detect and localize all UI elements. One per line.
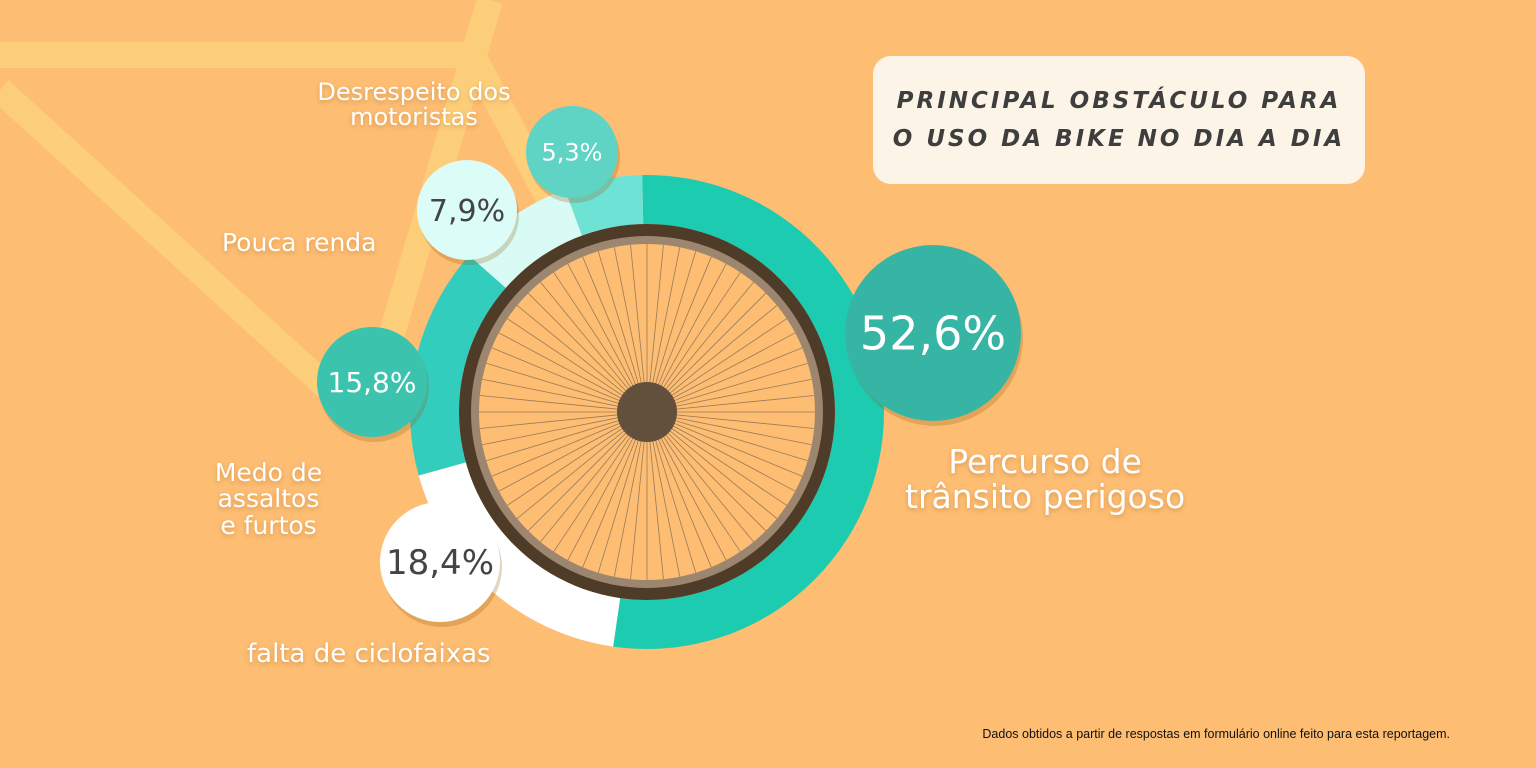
title-box: PRINCIPAL OBSTÁCULO PARA O USO DA BIKE N… [873,56,1365,184]
value-bubble-3: 7,9% [417,160,519,265]
label-line: motoristas [350,103,478,132]
label-motoristas: Desrespeito dos motoristas [290,78,538,132]
data-label: 7,9% [429,194,505,229]
bubble [317,327,427,437]
label-line: Desrespeito dos [317,78,511,106]
data-label: 5,3% [542,139,603,167]
label-renda: Pouca renda [222,228,377,257]
hub [617,382,677,442]
title-line-1: PRINCIPAL OBSTÁCULO PARA [896,88,1342,114]
footer-note: Dados obtidos a partir de respostas em f… [982,727,1450,741]
label-line: Percurso de [948,442,1142,481]
label-line: falta de ciclofaixas [247,639,491,669]
label-assaltos: Medo de assaltos e furtos [196,458,341,540]
data-label: 15,8% [328,366,417,399]
label-line: Pouca renda [222,228,377,257]
value-bubble-4: 5,3% [526,106,620,203]
bubble [380,502,500,622]
bubble [526,106,618,198]
value-bubble-1: 18,4% [380,502,502,627]
label-ciclofaixas: falta de ciclofaixas [247,639,491,669]
slice-2 [409,255,506,476]
value-bubble-0: 52,6% [845,245,1023,426]
label-line: e furtos [220,510,317,540]
value-bubbles: 52,6% 18,4% 15,8% 7,9% 5,3% [317,106,1023,627]
value-bubble-2: 15,8% [317,327,429,442]
label-line: Medo de [214,458,323,487]
label-percurso: Percurso de trânsito perigoso [905,442,1186,516]
slice-1 [418,462,621,647]
slice-3 [469,189,583,288]
bubble [417,160,517,260]
bubble [845,245,1021,421]
data-label: 18,4% [386,543,494,583]
title-line-2: O USO DA BIKE NO DIA A DIA [892,126,1346,152]
slice-0 [613,175,884,650]
label-line: trânsito perigoso [905,476,1186,516]
label-line: assaltos [217,484,320,514]
data-label: 52,6% [860,307,1006,361]
bike-wheel [459,224,835,600]
donut-ring [409,175,884,650]
